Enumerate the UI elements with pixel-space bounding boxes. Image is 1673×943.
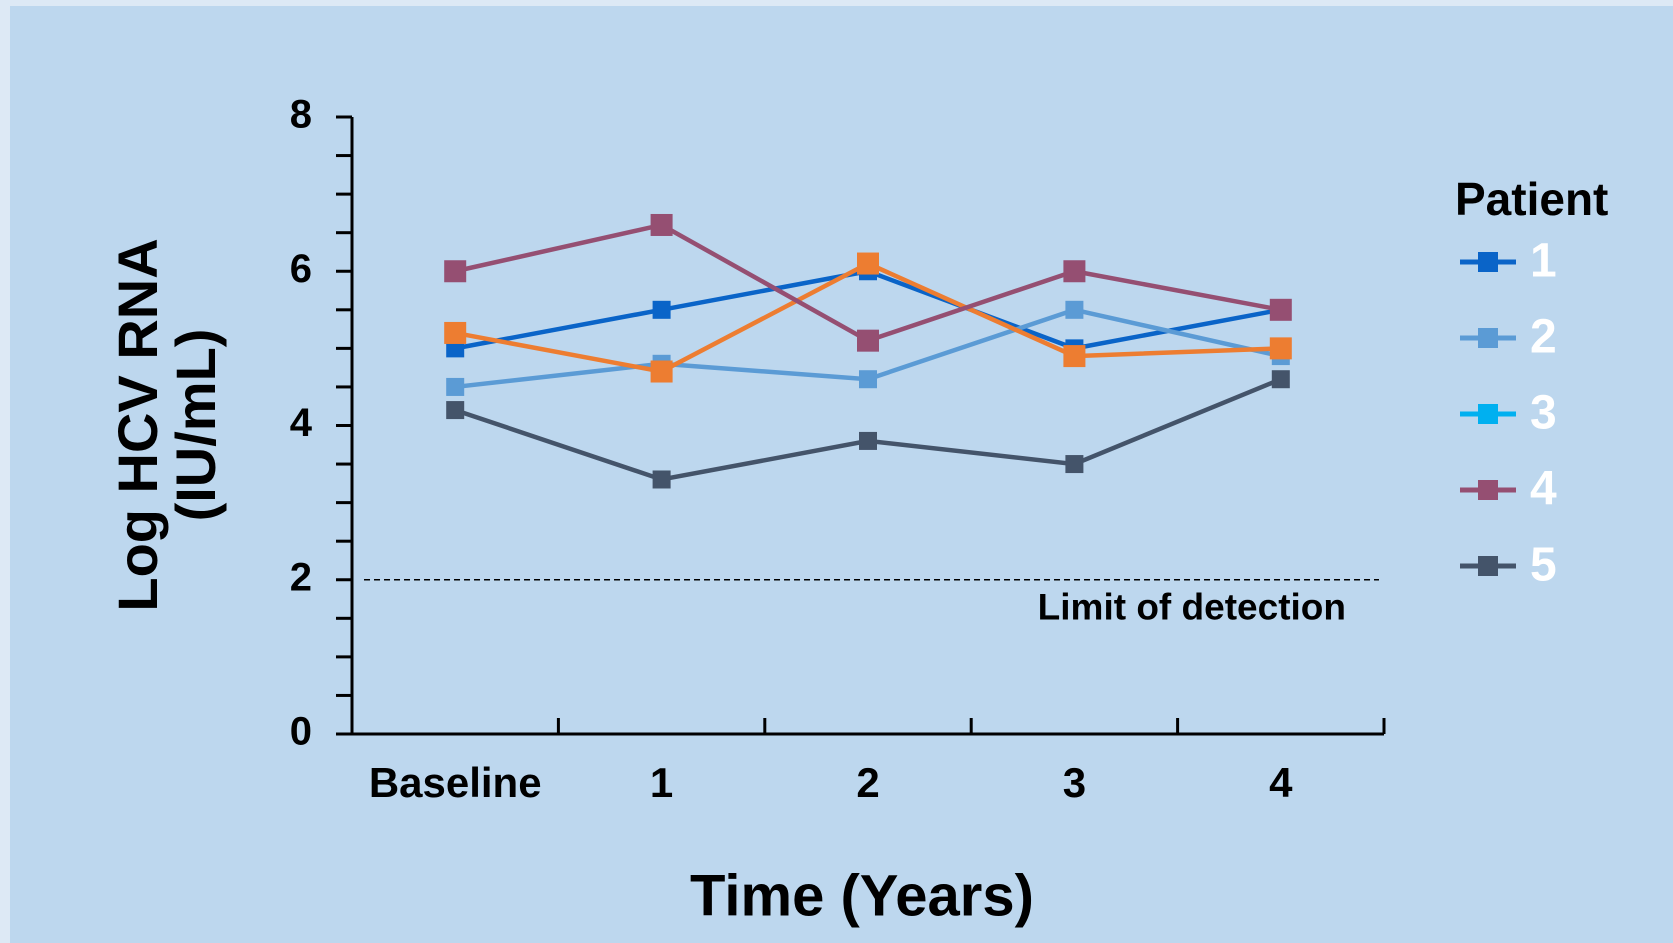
chart-background [10, 6, 1673, 943]
y-tick-label: 6 [290, 247, 312, 291]
series-marker [446, 377, 465, 396]
legend-label: 2 [1530, 311, 1557, 364]
reference-label: Limit of detection [1038, 587, 1346, 628]
x-tick-label: 4 [1269, 759, 1293, 806]
legend-title: Patient [1455, 173, 1608, 225]
legend-marker [1478, 480, 1498, 500]
series-marker [1271, 370, 1290, 389]
x-tick-label: Baseline [369, 759, 542, 806]
series-marker [1269, 298, 1292, 321]
y-tick-label: 4 [290, 401, 313, 445]
series-marker [1065, 300, 1084, 319]
series-marker [652, 470, 671, 489]
y-axis-title-line: (IU/mL) [164, 329, 227, 522]
series-marker [859, 431, 877, 450]
y-axis-title: Log HCV RNA (IU/mL) [106, 238, 227, 611]
legend-label: 5 [1530, 539, 1557, 592]
x-axis-title: Time (Years) [690, 863, 1034, 928]
legend-label: 4 [1530, 463, 1557, 516]
y-tick-label: 2 [290, 555, 312, 599]
legend-label: 1 [1530, 235, 1557, 288]
series-marker [1063, 345, 1086, 368]
series-marker [444, 321, 467, 344]
series-marker [1269, 337, 1292, 360]
legend-label: 3 [1530, 387, 1557, 440]
y-tick-label: 8 [290, 93, 312, 137]
series-marker [652, 300, 671, 319]
legend-marker [1478, 556, 1498, 576]
legend-marker [1478, 328, 1498, 348]
x-tick-label: 3 [1063, 759, 1086, 806]
series-marker [444, 260, 467, 283]
y-axis-title-line: Log HCV RNA [106, 238, 169, 611]
series-marker [857, 329, 879, 352]
series-marker [650, 213, 673, 236]
series-marker [857, 252, 879, 275]
x-tick-label: 1 [650, 759, 673, 806]
series-marker [446, 401, 465, 420]
y-tick-label: 0 [290, 710, 312, 754]
series-marker [1065, 455, 1084, 474]
x-tick-label: 2 [856, 759, 879, 806]
legend-marker [1478, 404, 1498, 424]
series-marker [859, 370, 877, 389]
legend-marker [1478, 252, 1498, 272]
series-marker [1063, 260, 1086, 283]
series-marker [650, 360, 673, 383]
